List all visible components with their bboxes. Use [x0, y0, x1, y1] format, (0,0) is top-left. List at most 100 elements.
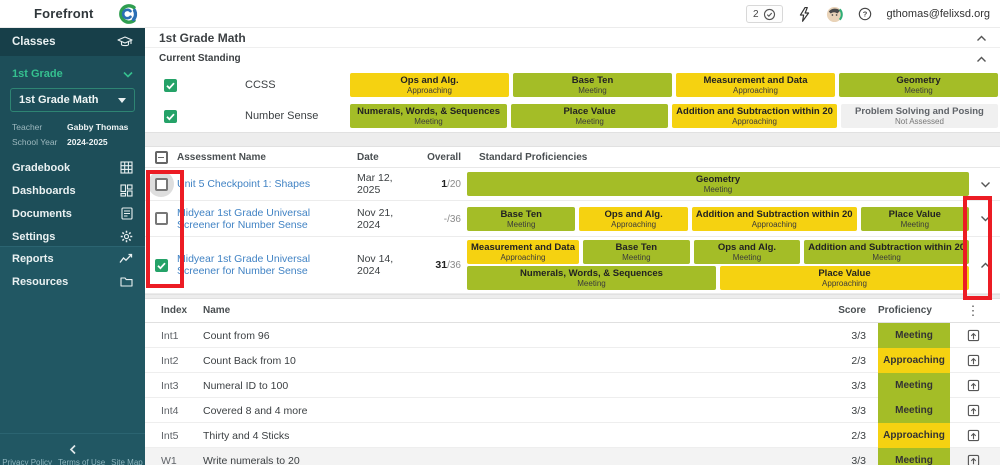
tasks-count: 2	[752, 8, 759, 20]
column-name: Name	[203, 305, 231, 316]
chevron-left-icon	[69, 444, 76, 454]
collapse-row-button[interactable]	[971, 262, 1000, 269]
item-index: Int2	[161, 354, 179, 367]
chip-status: Approaching	[883, 430, 945, 441]
sidebar-footer-links: Privacy Policy Terms of Use Site Map	[0, 458, 145, 465]
assessment-link[interactable]: Midyear 1st Grade Universal Screener for…	[177, 206, 311, 231]
proficiency-chip: Measurement and Data Approaching	[467, 240, 580, 264]
column-proficiency: Proficiency	[878, 305, 932, 316]
proficiency-chip: Addition and Subtraction within 20 Appro…	[672, 104, 837, 128]
item-score: 3/3	[851, 379, 866, 392]
item-score: 3/3	[851, 404, 866, 417]
top-bar: Forefront 2	[0, 0, 1000, 28]
item-index: Int1	[161, 329, 179, 342]
chip-status: Not Assessed	[894, 117, 944, 126]
item-row: Int2 Count Back from 10 2/3 Approaching	[145, 348, 1000, 373]
chip-title: Numerals, Words, & Sequences	[357, 106, 500, 117]
chip-title: Ops and Alg.	[400, 75, 459, 86]
open-in-browser-icon[interactable]	[960, 454, 986, 465]
item-name: Numeral ID to 100	[203, 379, 289, 392]
item-score: 2/3	[851, 354, 866, 367]
user-email[interactable]: gthomas@felixsd.org	[886, 8, 991, 20]
document-icon	[121, 207, 133, 220]
proficiency-chip: Place Value Meeting	[511, 104, 669, 128]
user-avatar[interactable]	[826, 6, 843, 23]
dashboard-icon	[120, 184, 133, 197]
assessment-checkbox[interactable]	[154, 258, 168, 272]
proficiency-chip: Place Value Approaching	[720, 266, 969, 290]
proficiency-chip: Geometry Meeting	[839, 73, 998, 97]
number-sense-checkbox[interactable]	[164, 109, 177, 123]
proficiency-chip: Geometry Meeting	[467, 172, 969, 196]
kebab-menu-icon[interactable]: ⋮	[966, 302, 980, 318]
section-gap	[145, 294, 1000, 299]
chevron-down-icon	[123, 71, 133, 78]
proficiency-chip: Meeting	[878, 373, 950, 398]
chip-status: Meeting	[872, 253, 901, 262]
chip-status: Approaching	[822, 279, 867, 288]
sidebar-item-settings[interactable]: Settings	[0, 225, 145, 248]
expand-row-button[interactable]	[971, 215, 1000, 222]
overall-total: /36	[447, 213, 461, 225]
lightning-bolt-icon[interactable]	[798, 6, 811, 22]
item-name: Covered 8 and 4 more	[203, 404, 308, 417]
teacher-label: Teacher	[12, 122, 43, 132]
proficiency-chip: Meeting	[878, 448, 950, 465]
proficiency-chip: Addition and Subtraction within 20 Appro…	[691, 206, 857, 231]
open-in-browser-icon[interactable]	[960, 354, 986, 367]
chip-title: Base Ten	[615, 242, 658, 253]
tasks-badge[interactable]: 2	[745, 5, 783, 23]
item-index: Int5	[161, 429, 179, 442]
sidebar-item-classes[interactable]: Classes	[0, 28, 145, 56]
select-all-checkbox[interactable]	[154, 150, 168, 164]
assessment-link[interactable]: Unit 5 Checkpoint 1: Shapes	[177, 178, 311, 190]
chip-status: Approaching	[733, 86, 778, 95]
chip-status: Meeting	[904, 86, 933, 95]
sidebar-item-reports[interactable]: Reports	[0, 247, 145, 270]
privacy-policy-link[interactable]: Privacy Policy	[2, 458, 53, 465]
check-icon	[166, 113, 175, 120]
chip-title: Addition and Subtraction within 20	[695, 208, 853, 220]
site-map-link[interactable]: Site Map	[111, 458, 143, 465]
assessment-checkbox[interactable]	[154, 177, 168, 191]
chip-title: Base Ten	[500, 208, 542, 220]
collapse-standing-button[interactable]	[972, 51, 990, 67]
item-row: Int5 Thirty and 4 Sticks 2/3 Approaching	[145, 423, 1000, 448]
sidebar-item-dashboards[interactable]: Dashboards	[0, 179, 145, 202]
chip-status: Meeting	[732, 253, 762, 262]
sidebar-collapse-button[interactable]	[0, 439, 145, 459]
open-in-browser-icon[interactable]	[960, 329, 986, 342]
terms-of-use-link[interactable]: Terms of Use	[58, 458, 106, 465]
assessment-chips: Measurement and Data Approaching Base Te…	[465, 239, 971, 291]
collapse-page-button[interactable]	[972, 30, 990, 46]
chip-title: Addition and Subtraction within 20	[676, 106, 833, 117]
grade-accordion[interactable]: 1st Grade	[0, 64, 145, 84]
open-in-browser-icon[interactable]	[960, 379, 986, 392]
item-row: Int1 Count from 96 3/3 Meeting	[145, 323, 1000, 348]
item-index: Int4	[161, 404, 179, 417]
ccss-checkbox[interactable]	[164, 78, 177, 92]
sidebar-item-gradebook[interactable]: Gradebook	[0, 156, 145, 179]
open-in-browser-icon[interactable]	[960, 429, 986, 442]
sidebar-item-documents[interactable]: Documents	[0, 202, 145, 225]
class-selector-value: 1st Grade Math	[19, 94, 99, 106]
class-selector-dropdown[interactable]: 1st Grade Math	[10, 88, 135, 112]
proficiency-chip: Approaching	[878, 348, 950, 373]
assessment-overall: 1/20	[415, 178, 461, 190]
item-row: Int4 Covered 8 and 4 more 3/3 Meeting	[145, 398, 1000, 423]
assessment-link[interactable]: Midyear 1st Grade Universal Screener for…	[177, 253, 311, 277]
item-row: Int3 Numeral ID to 100 3/3 Meeting	[145, 373, 1000, 398]
assessment-checkbox[interactable]	[154, 212, 168, 225]
standing-chips-number-sense: Numerals, Words, & Sequences Meeting Pla…	[348, 103, 1000, 129]
chip-status: Approaching	[611, 219, 657, 229]
chip-title: Measurement and Data	[471, 242, 576, 253]
sidebar-item-label: Reports	[12, 252, 54, 265]
column-assessment-name: Assessment Name	[177, 151, 266, 163]
help-icon[interactable]: ?	[858, 7, 872, 21]
sidebar-item-resources[interactable]: Resources	[0, 270, 145, 293]
expand-row-button[interactable]	[971, 181, 1000, 188]
grade-label: 1st Grade	[12, 68, 63, 80]
open-in-browser-icon[interactable]	[960, 404, 986, 417]
overall-value: 31	[435, 259, 448, 271]
